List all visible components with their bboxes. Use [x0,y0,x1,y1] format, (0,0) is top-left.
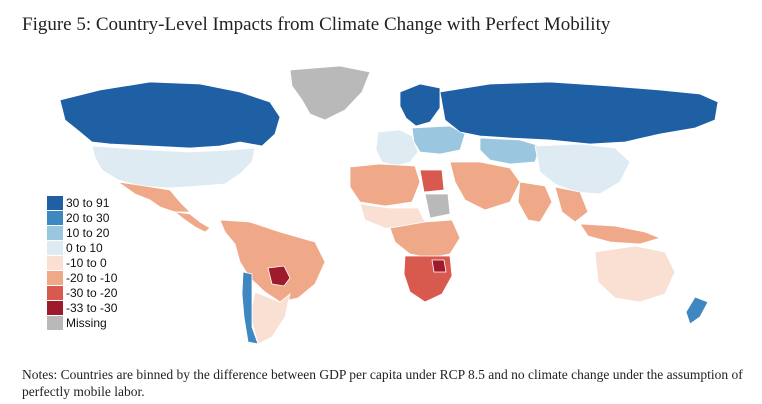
figure-notes: Notes: Countries are binned by the diffe… [22,367,743,399]
legend-swatch [47,195,63,210]
region-indonesia [579,223,662,245]
legend-label: -20 to -10 [66,270,118,285]
legend-label: -30 to -20 [66,285,118,300]
region-north-africa [349,163,421,207]
legend-item: 30 to 91 [47,195,117,210]
region-south-america-north [219,219,326,303]
legend-swatch [47,210,63,225]
region-canada [59,81,281,149]
world-map [40,62,730,352]
legend-item: -20 to -10 [47,270,117,285]
legend-item: -10 to 0 [47,255,117,270]
legend-swatch [47,255,63,270]
region-mexico [117,181,191,213]
legend-label: 20 to 30 [66,210,110,225]
region-central-africa [389,219,461,259]
region-central-asia [479,137,541,165]
legend-swatch [47,300,63,315]
region-egypt [419,169,445,193]
region-china [534,143,631,195]
figure-title: Figure 5: Country-Level Impacts from Cli… [22,14,611,35]
legend-item: 0 to 10 [47,240,117,255]
legend-swatch [47,240,63,255]
region-australia [594,245,676,303]
map-legend: 30 to 91 20 to 30 10 to 20 0 to 10 -10 t… [47,195,117,330]
region-russia [439,81,719,145]
region-new-zealand [685,296,709,325]
region-sudan [424,193,451,219]
region-india [517,181,553,223]
region-zimbabwe [431,259,447,273]
legend-swatch [47,285,63,300]
legend-swatch [47,225,63,240]
region-southeast-asia [554,186,589,223]
region-usa [91,145,256,189]
legend-label: Missing [66,315,107,330]
legend-label: 0 to 10 [66,240,103,255]
legend-swatch [47,270,63,285]
region-chile [241,271,259,345]
legend-item: 20 to 30 [47,210,117,225]
region-western-europe [375,129,419,167]
region-middle-east [449,161,521,211]
legend-label: -33 to -30 [66,300,118,315]
region-greenland [289,65,371,121]
legend-swatch [47,315,63,330]
legend-item: -30 to -20 [47,285,117,300]
region-paraguay [267,265,291,287]
region-central-america [173,211,211,233]
legend-item: 10 to 20 [47,225,117,240]
legend-label: 30 to 91 [66,195,110,210]
region-central-europe [411,125,466,155]
legend-item: Missing [47,315,117,330]
region-scandinavia [399,83,441,127]
legend-label: 10 to 20 [66,225,110,240]
legend-label: -10 to 0 [66,255,107,270]
region-southern-cone [251,291,291,345]
legend-item: -33 to -30 [47,300,117,315]
